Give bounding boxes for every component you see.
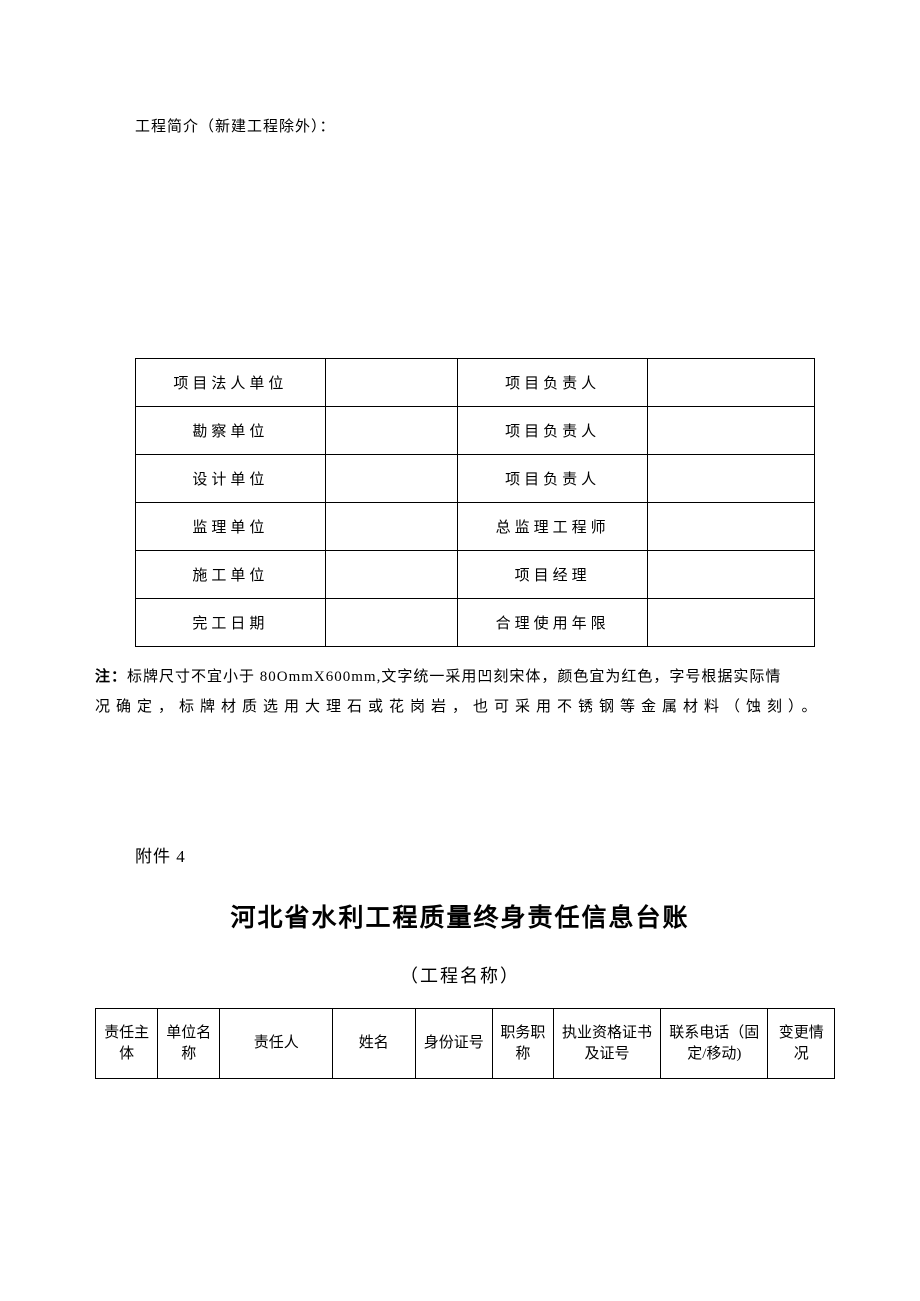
table-row: 设计单位 项目负责人	[136, 455, 815, 503]
cell-value	[648, 599, 815, 647]
ledger-table: 责任主体 单位名称 责任人 姓名 身份证号 职务职称 执业资格证书及证号 联系电…	[95, 1008, 835, 1079]
table-row: 勘察单位 项目负责人	[136, 407, 815, 455]
cell-label: 勘察单位	[136, 407, 326, 455]
ledger-header: 身份证号	[415, 1009, 492, 1079]
cell-value	[648, 359, 815, 407]
cell-label: 设计单位	[136, 455, 326, 503]
table-row: 项目法人单位 项目负责人	[136, 359, 815, 407]
cell-label: 总监理工程师	[458, 503, 648, 551]
cell-label: 完工日期	[136, 599, 326, 647]
cell-value	[648, 455, 815, 503]
cell-value	[325, 455, 457, 503]
table-header-row: 责任主体 单位名称 责任人 姓名 身份证号 职务职称 执业资格证书及证号 联系电…	[96, 1009, 835, 1079]
ledger-header: 变更情况	[768, 1009, 835, 1079]
ledger-header: 联系电话（固定/移动)	[661, 1009, 768, 1079]
page-subtitle: （工程名称）	[0, 962, 920, 988]
cell-label: 监理单位	[136, 503, 326, 551]
note-line1: 标牌尺寸不宜小于 80OmmX600mm,文字统一采用凹刻宋体，颜色宜为红色，字…	[127, 669, 781, 685]
ledger-header: 姓名	[333, 1009, 416, 1079]
note-label: 注：	[95, 669, 127, 685]
cell-value	[325, 359, 457, 407]
cell-value	[325, 407, 457, 455]
ledger-header: 职务职称	[492, 1009, 553, 1079]
cell-label: 项目负责人	[458, 455, 648, 503]
ledger-header: 责任主体	[96, 1009, 158, 1079]
cell-label: 施工单位	[136, 551, 326, 599]
cell-value	[648, 407, 815, 455]
cell-label: 项目经理	[458, 551, 648, 599]
cell-value	[325, 503, 457, 551]
table-row: 施工单位 项目经理	[136, 551, 815, 599]
cell-label: 项目法人单位	[136, 359, 326, 407]
ledger-header: 责任人	[220, 1009, 333, 1079]
table-row: 监理单位 总监理工程师	[136, 503, 815, 551]
note-line2b: 标牌材质选用大理石或花岗岩，也可采用不锈钢等金属材料（蚀刻）。	[179, 699, 823, 715]
intro-text: 工程简介（新建工程除外）：	[135, 115, 336, 136]
cell-value	[325, 551, 457, 599]
cell-label: 合理使用年限	[458, 599, 648, 647]
units-table: 项目法人单位 项目负责人 勘察单位 项目负责人 设计单位 项目负责人 监理单位 …	[135, 358, 815, 647]
page-title: 河北省水利工程质量终身责任信息台账	[0, 898, 920, 934]
ledger-header: 单位名称	[158, 1009, 220, 1079]
note-line2a: 况确定，	[95, 699, 179, 715]
attachment-label: 附件 4	[135, 842, 186, 867]
note-text: 注：标牌尺寸不宜小于 80OmmX600mm,文字统一采用凹刻宋体，颜色宜为红色…	[95, 662, 830, 722]
ledger-header: 执业资格证书及证号	[553, 1009, 660, 1079]
cell-value	[648, 503, 815, 551]
cell-value	[325, 599, 457, 647]
cell-label: 项目负责人	[458, 407, 648, 455]
cell-value	[648, 551, 815, 599]
table-row: 完工日期 合理使用年限	[136, 599, 815, 647]
cell-label: 项目负责人	[458, 359, 648, 407]
